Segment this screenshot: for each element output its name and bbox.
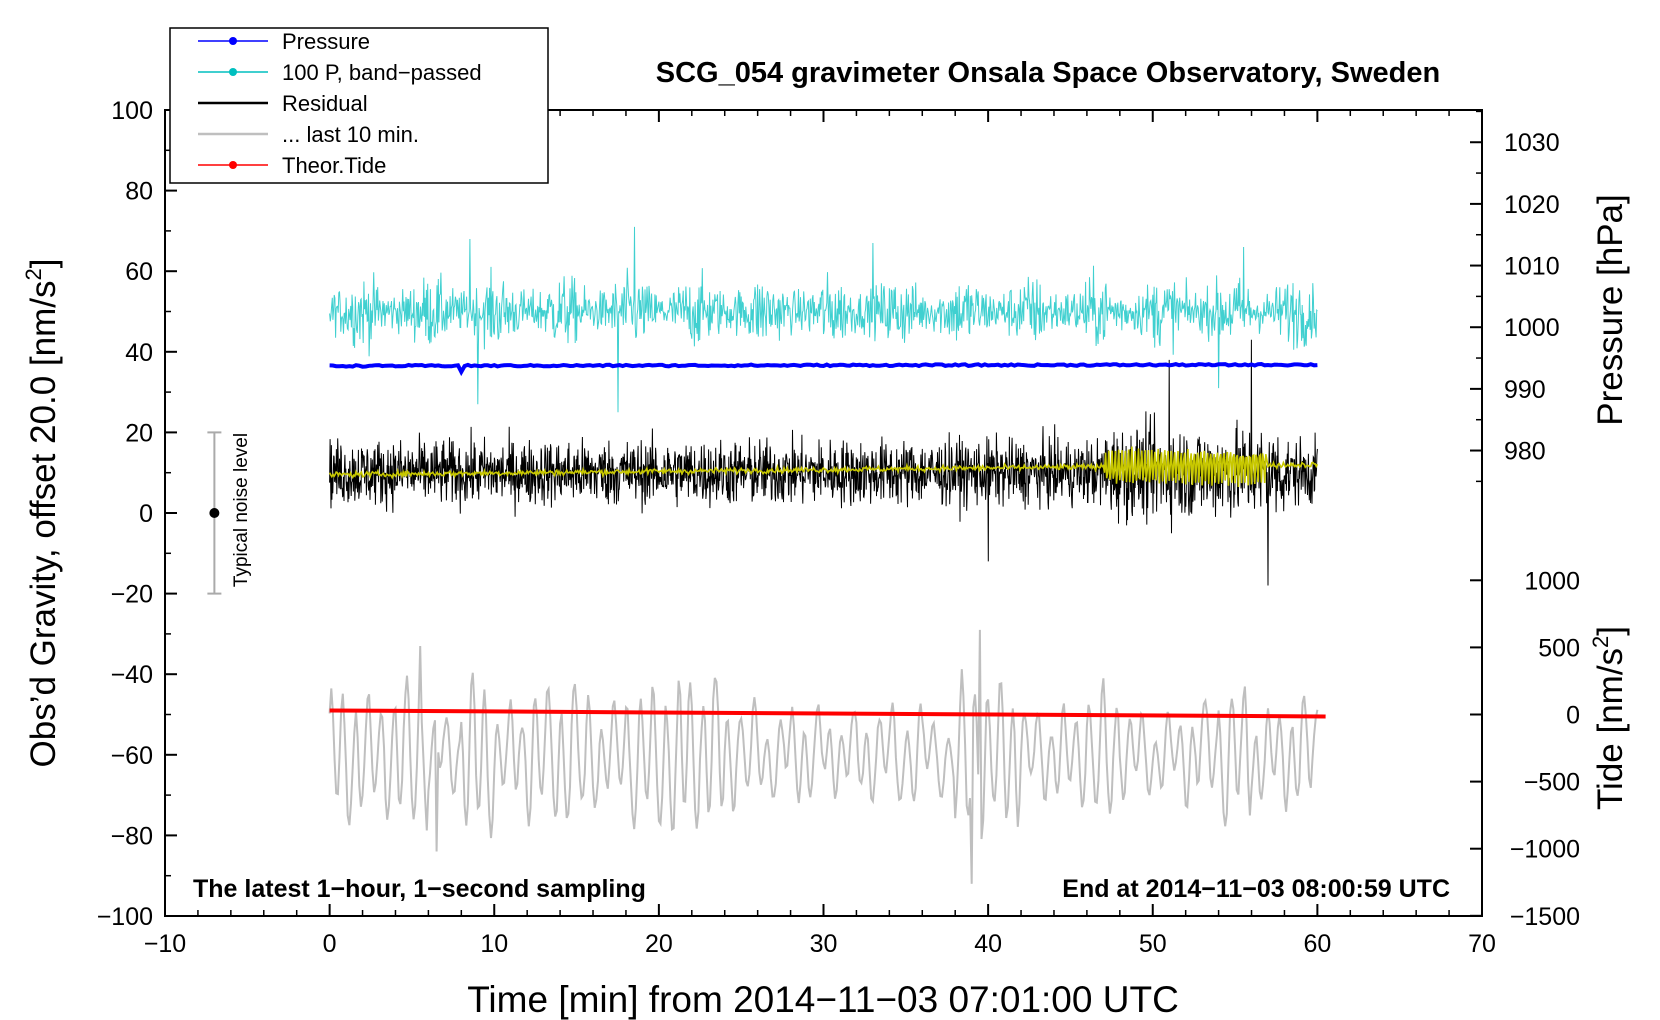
- pressure-tick-label: 990: [1504, 376, 1546, 404]
- legend-label: 100 P, band−passed: [282, 60, 482, 85]
- noise-label: Typical noise level: [231, 433, 252, 587]
- pressure-tick-label: 1020: [1504, 191, 1560, 219]
- x-tick-label: 30: [810, 930, 838, 958]
- tide-axis-label-text: Tide [nm/s: [1591, 648, 1630, 810]
- y-axis-label-text: Obs’d Gravity, offset 20.0: [24, 376, 63, 768]
- y-tick-label: 0: [139, 500, 153, 528]
- y-tick-label: 100: [111, 97, 153, 125]
- x-tick-label: 50: [1139, 930, 1167, 958]
- x-tick-label: 20: [645, 930, 673, 958]
- x-tick-label: 70: [1468, 930, 1496, 958]
- tide-axis-label-sup: 2: [1588, 636, 1613, 648]
- y-tick-label: −100: [97, 903, 153, 931]
- y-axis-label-unit: [nm/s: [24, 281, 63, 367]
- noise-bar-center-dot: [209, 508, 220, 518]
- series-band-passed-line: [329, 226, 1318, 413]
- legend-marker: [229, 37, 237, 45]
- y-tick-label: 40: [125, 339, 153, 367]
- x-tick-label: 40: [974, 930, 1002, 958]
- pressure-tick-label: 1000: [1504, 314, 1560, 342]
- x-tick-label: 0: [323, 930, 337, 958]
- tide-axis-label: Tide [nm/s2]: [1588, 626, 1630, 810]
- tide-tick-label: −500: [1524, 769, 1580, 797]
- series-last-10-min-line: [328, 629, 1319, 884]
- y-tick-label: 60: [125, 258, 153, 286]
- chart-title: SCG_054 gravimeter Onsala Space Observat…: [656, 57, 1440, 89]
- x-tick-label: 10: [480, 930, 508, 958]
- tide-axis-label-close: ]: [1591, 626, 1630, 636]
- y-tick-label: 20: [125, 419, 153, 447]
- tide-tick-label: 1000: [1524, 567, 1580, 595]
- x-tick-label: 60: [1303, 930, 1331, 958]
- legend-label: Theor.Tide: [282, 153, 386, 178]
- y-axis-label-main: Obs’d Gravity, offset 20.0 [nm/s2]: [21, 259, 63, 768]
- series-residual-line: [329, 339, 1318, 586]
- tide-tick-label: 0: [1566, 702, 1580, 730]
- pressure-tick-label: 1010: [1504, 253, 1560, 281]
- bottom-right-note: End at 2014−11−03 08:00:59 UTC: [1062, 875, 1450, 903]
- pressure-tick-label: 980: [1504, 438, 1546, 466]
- y-axis-label-close: ]: [24, 259, 63, 269]
- pressure-axis-label: Pressure [hPa]: [1591, 194, 1630, 426]
- y-tick-label: −80: [111, 822, 153, 850]
- series-pressure-line: [329, 361, 1318, 377]
- tide-tick-label: −1000: [1510, 836, 1580, 864]
- y-tick-label: −60: [111, 742, 153, 770]
- y-tick-label: −40: [111, 661, 153, 689]
- bottom-left-note: The latest 1−hour, 1−second sampling: [193, 875, 646, 903]
- noise-indicator: [207, 431, 222, 595]
- legend-marker: [229, 68, 237, 76]
- legend-label: ... last 10 min.: [282, 122, 419, 147]
- y-axis-label-sup: 2: [21, 268, 46, 280]
- legend-items: Pressure 100 P, band−passed Residual ... la…: [198, 29, 482, 178]
- tide-tick-label: 500: [1538, 634, 1580, 662]
- series-residual-smoothed-line: [328, 446, 1319, 488]
- ticks-layer: −10 0 10 20 30 40 50 60 70100806040200−20−40−60−…: [97, 97, 1580, 958]
- y-tick-label: 80: [125, 178, 153, 206]
- y-tick-label: −20: [111, 581, 153, 609]
- x-axis-label: Time [min] from 2014−11−03 07:01:00 UTC: [467, 979, 1179, 1020]
- x-tick-label: −10: [144, 930, 186, 958]
- series-tide-line: [329, 708, 1326, 719]
- legend-box: [169, 27, 549, 184]
- legend-marker: [229, 161, 237, 169]
- pressure-tick-label: 1030: [1504, 129, 1560, 157]
- legend-label: Residual: [282, 91, 368, 116]
- tide-tick-label: −1500: [1510, 903, 1580, 931]
- legend: Pressure 100 P, band−passed Residual ... la…: [169, 27, 549, 184]
- legend-label: Pressure: [282, 29, 370, 54]
- series-layer: [328, 226, 1326, 884]
